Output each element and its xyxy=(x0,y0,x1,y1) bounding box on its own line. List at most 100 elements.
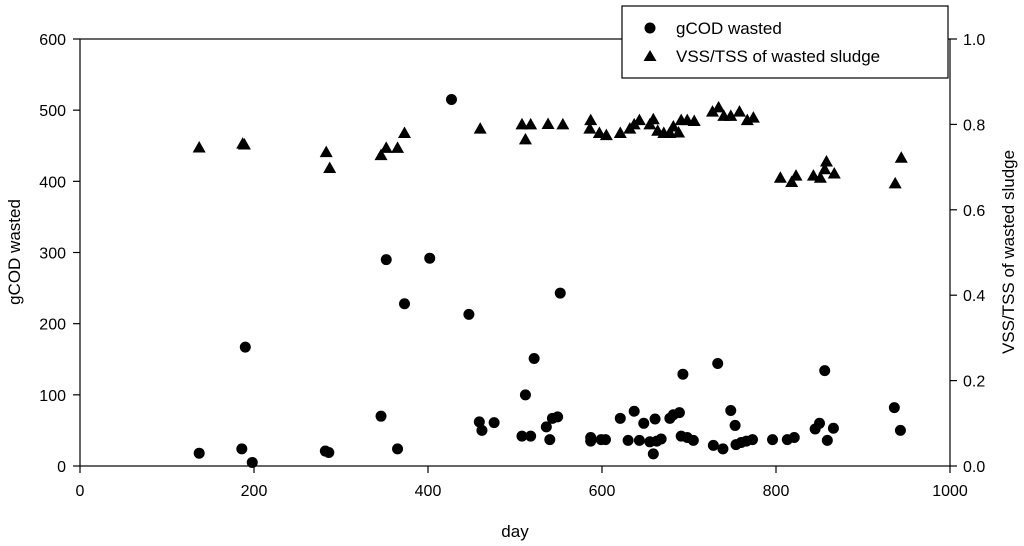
data-point-circle xyxy=(599,434,611,446)
data-point-triangle xyxy=(583,122,597,134)
y2-axis-ticks: 0.0 0.2 0.4 0.6 0.8 1.0 xyxy=(950,32,985,476)
data-point-circle xyxy=(717,443,729,455)
data-point-circle xyxy=(827,422,839,434)
data-point-circle xyxy=(463,308,475,320)
data-point-circle xyxy=(375,410,387,422)
y-tick-label: 200 xyxy=(39,317,66,334)
y2-axis-title: VSS/TSS of wasted sludge xyxy=(999,150,1018,354)
data-point-triangle xyxy=(789,169,803,181)
y2-tick-label: 0.0 xyxy=(963,459,985,476)
data-point-circle xyxy=(628,405,640,417)
x-tick-label: 400 xyxy=(415,483,442,500)
data-point-circle xyxy=(819,365,831,377)
data-point-triangle xyxy=(379,141,393,153)
data-point-circle xyxy=(585,435,597,447)
x-axis-ticks: 0 200 400 600 800 1000 xyxy=(76,466,968,500)
y-tick-label: 100 xyxy=(39,388,66,405)
data-point-circle xyxy=(814,417,825,429)
data-point-circle xyxy=(473,416,485,428)
data-point-triangle xyxy=(473,122,487,134)
data-point-triangle xyxy=(323,161,337,173)
data-point-triangle xyxy=(632,113,646,126)
y-axis-title: gCOD wasted xyxy=(5,199,24,305)
x-tick-label: 800 xyxy=(763,483,790,500)
data-point-circle xyxy=(673,407,685,419)
data-point-triangle xyxy=(518,132,532,145)
data-point-triangle xyxy=(666,120,680,132)
data-point-triangle xyxy=(894,151,908,163)
data-point-triangle xyxy=(584,113,598,126)
data-point-circle xyxy=(647,448,659,460)
y-tick-label: 400 xyxy=(39,174,66,191)
data-point-triangle xyxy=(374,148,388,161)
data-point-circle xyxy=(544,434,556,446)
data-point-triangle xyxy=(391,141,405,153)
data-point-triangle xyxy=(541,117,555,129)
legend-marker-circle xyxy=(644,22,656,34)
data-point-triangle xyxy=(819,155,833,167)
x-tick-label: 200 xyxy=(241,483,268,500)
data-point-circle xyxy=(655,433,667,445)
x-tick-label: 600 xyxy=(589,483,616,500)
data-point-circle xyxy=(788,432,800,444)
y2-tick-label: 0.4 xyxy=(963,288,985,305)
data-point-circle xyxy=(236,443,248,455)
data-point-circle xyxy=(729,419,741,431)
data-point-circle xyxy=(712,358,724,370)
data-point-triangle xyxy=(746,111,760,123)
data-point-circle xyxy=(519,389,531,401)
legend-box xyxy=(621,5,949,79)
data-point-triangle xyxy=(813,171,827,183)
data-point-circle xyxy=(399,298,411,310)
data-point-triangle xyxy=(398,126,412,138)
data-point-circle xyxy=(725,404,737,416)
data-point-circle xyxy=(677,368,689,380)
y2-tick-label: 0.2 xyxy=(963,374,985,391)
data-point-triangle xyxy=(646,112,660,125)
data-point-triangle xyxy=(888,176,902,189)
legend-label-series-2: VSS/TSS of wasted sludge xyxy=(676,47,880,66)
data-point-circle xyxy=(246,456,258,468)
data-point-triangle xyxy=(524,117,538,130)
data-point-triangle xyxy=(592,126,606,138)
y-tick-label: 0 xyxy=(57,459,66,476)
data-point-triangle xyxy=(818,162,832,175)
data-point-circle xyxy=(767,434,779,446)
y-tick-label: 300 xyxy=(39,246,66,263)
data-point-triangle xyxy=(237,137,251,150)
data-point-triangle xyxy=(724,109,738,121)
data-point-circle xyxy=(193,447,205,459)
data-point-circle xyxy=(476,424,488,436)
data-point-triangle xyxy=(705,105,719,117)
x-tick-label: 0 xyxy=(76,483,85,500)
plot-area-frame xyxy=(79,38,951,467)
data-point-triangle xyxy=(687,114,701,126)
data-point-circle xyxy=(747,434,759,446)
data-point-triangle xyxy=(556,117,570,130)
data-point-circle xyxy=(239,341,251,353)
data-point-circle xyxy=(638,417,650,429)
data-point-circle xyxy=(424,252,436,264)
data-point-triangle xyxy=(806,169,820,181)
data-point-triangle xyxy=(773,171,787,183)
data-point-triangle xyxy=(192,140,206,153)
legend-label-series-1: gCOD wasted xyxy=(676,19,782,38)
data-point-circle xyxy=(649,413,661,425)
data-point-triangle xyxy=(712,100,726,113)
data-point-circle xyxy=(528,353,540,365)
y2-tick-label: 0.8 xyxy=(963,117,985,134)
data-point-triangle xyxy=(319,145,333,158)
data-point-triangle xyxy=(785,175,799,188)
data-point-circle xyxy=(894,424,906,436)
data-point-circle xyxy=(633,434,645,446)
data-point-circle xyxy=(445,93,457,105)
data-point-triangle xyxy=(827,167,841,179)
data-point-circle xyxy=(323,446,335,458)
data-point-triangle xyxy=(613,126,627,138)
y-tick-label: 600 xyxy=(39,32,66,49)
legend-marker-triangle xyxy=(643,50,657,61)
data-point-circle xyxy=(821,434,833,446)
x-tick-label: 1000 xyxy=(932,483,968,500)
data-point-circle xyxy=(380,254,392,266)
